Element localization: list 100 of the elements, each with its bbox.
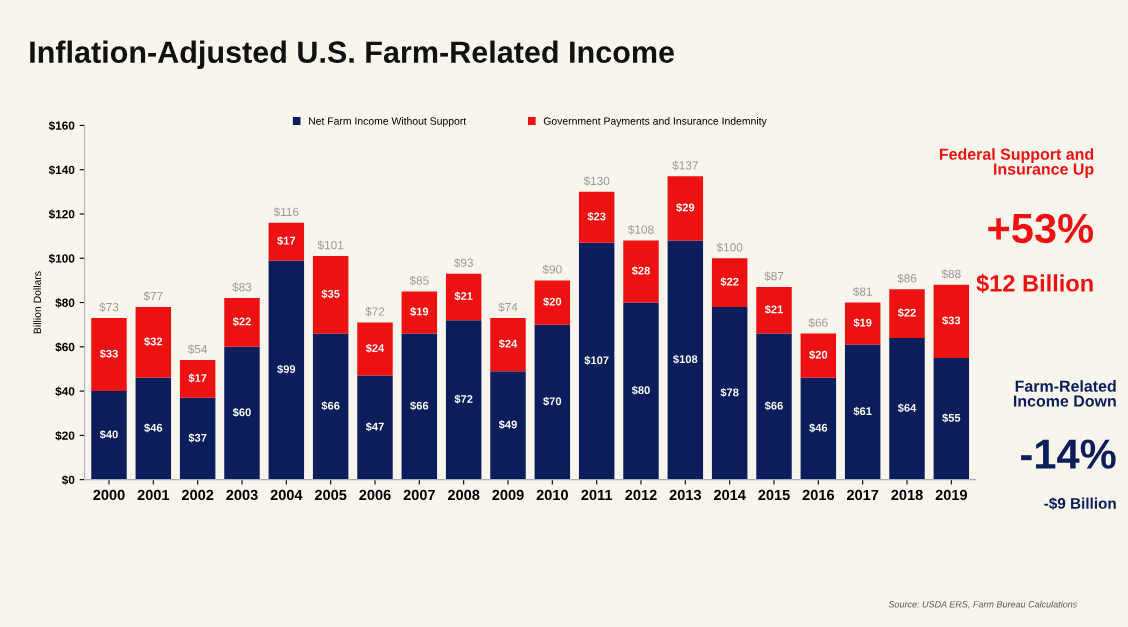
total-label: $73 — [99, 302, 119, 312]
data-label: $55 — [942, 413, 961, 423]
y-tick-label: $140 — [48, 165, 75, 175]
x-tick-label: 2007 — [403, 489, 435, 501]
text: -$9 Billion — [1044, 497, 1116, 510]
bar — [135, 306, 172, 378]
x-tick-label: 2019 — [935, 489, 968, 501]
x-tick-label: 2002 — [181, 489, 214, 501]
bar — [357, 322, 393, 376]
y-tick-label: $40 — [55, 386, 75, 397]
x-tick-label: 2015 — [758, 489, 790, 501]
data-label: $61 — [853, 406, 872, 416]
legend-label: Government Payments and Insurance Indemnity — [543, 117, 767, 127]
data-label: $33 — [99, 349, 118, 359]
total-label: $88 — [941, 269, 961, 279]
data-label: $46 — [144, 423, 163, 433]
x-tick-label: 2010 — [536, 489, 568, 501]
bar — [578, 191, 615, 243]
bar — [933, 357, 970, 480]
x-tick-label: 2017 — [846, 489, 879, 501]
bar — [401, 291, 438, 334]
y-tick-label: $0 — [61, 475, 75, 485]
x-tick-label: 2008 — [447, 489, 480, 501]
bar — [844, 344, 881, 480]
data-label: $21 — [764, 304, 783, 314]
bar — [800, 377, 837, 480]
total-label: $87 — [764, 271, 784, 281]
y-axis-title: Billion Dollars — [33, 271, 41, 334]
bar — [667, 176, 704, 241]
text: -14% — [1021, 439, 1116, 469]
bar — [224, 346, 260, 480]
bar — [490, 318, 526, 372]
data-label: $47 — [365, 422, 384, 432]
data-label: $64 — [897, 403, 917, 413]
total-label: $101 — [317, 240, 344, 250]
data-label: $20 — [809, 350, 828, 360]
data-label: $49 — [498, 420, 517, 430]
data-label: $19 — [853, 318, 872, 328]
data-label: $28 — [631, 266, 650, 276]
bar — [711, 306, 748, 480]
text: +53% — [988, 213, 1094, 244]
data-label: $66 — [764, 401, 783, 411]
x-tick-label: 2006 — [359, 489, 391, 501]
x-tick-label: 2018 — [891, 489, 923, 501]
total-label: $74 — [498, 302, 518, 312]
data-label: $17 — [277, 236, 296, 246]
y-tick-label: $80 — [55, 298, 75, 308]
y-tick-label: $60 — [55, 342, 75, 352]
data-label: $21 — [454, 291, 473, 301]
bar — [889, 337, 925, 480]
bar — [667, 240, 704, 480]
total-label: $86 — [897, 273, 917, 284]
x-tick-label: 2016 — [802, 489, 835, 501]
bar — [756, 333, 792, 480]
y-tick-label: $20 — [55, 430, 75, 441]
data-label: $29 — [676, 203, 695, 213]
data-label: $22 — [897, 308, 916, 318]
data-label: $80 — [631, 385, 650, 395]
bar — [844, 302, 881, 345]
bar — [623, 302, 659, 480]
x-tick-label: 2011 — [581, 489, 613, 501]
bar — [445, 320, 482, 480]
total-label: $90 — [542, 264, 562, 275]
x-tick-label: 2004 — [270, 489, 303, 501]
x-tick-label: 2000 — [93, 489, 125, 501]
bar — [445, 273, 482, 321]
y-tick-label: $160 — [48, 120, 75, 131]
x-tick-label: 2005 — [314, 489, 347, 501]
data-label: $32 — [144, 337, 163, 347]
x-tick-label: 2012 — [625, 489, 657, 501]
bar — [91, 391, 127, 480]
x-tick-label: 2013 — [669, 489, 702, 501]
bar — [179, 397, 216, 480]
bar — [534, 324, 571, 480]
source-note: Source: USDA ERS, Farm Bureau Calculations — [888, 600, 1078, 609]
y-tick-label: $100 — [48, 253, 75, 264]
total-label: $137 — [672, 160, 698, 171]
data-label: $23 — [587, 211, 606, 221]
bar — [179, 360, 216, 398]
bar — [711, 258, 748, 307]
data-label: $22 — [232, 317, 251, 327]
data-label: $35 — [321, 289, 340, 299]
bar — [401, 333, 438, 480]
text: Farm-Related Income Down — [1013, 380, 1116, 407]
legend-label: Net Farm Income Without Support — [309, 117, 467, 127]
total-label: $116 — [273, 207, 299, 217]
bar — [312, 333, 349, 480]
data-label: $37 — [188, 433, 207, 443]
data-label: $108 — [673, 354, 698, 364]
y-tick-label: $120 — [48, 209, 75, 220]
data-label: $17 — [188, 373, 207, 383]
bar — [312, 256, 349, 334]
annotation: Federal Support and Insurance Up — [939, 148, 1094, 178]
total-label: $108 — [627, 224, 654, 235]
data-label: $78 — [720, 387, 739, 397]
data-label: $72 — [454, 394, 473, 404]
data-label: $46 — [809, 423, 828, 433]
data-label: $99 — [277, 364, 296, 374]
bar — [933, 284, 970, 358]
bar — [800, 333, 837, 378]
